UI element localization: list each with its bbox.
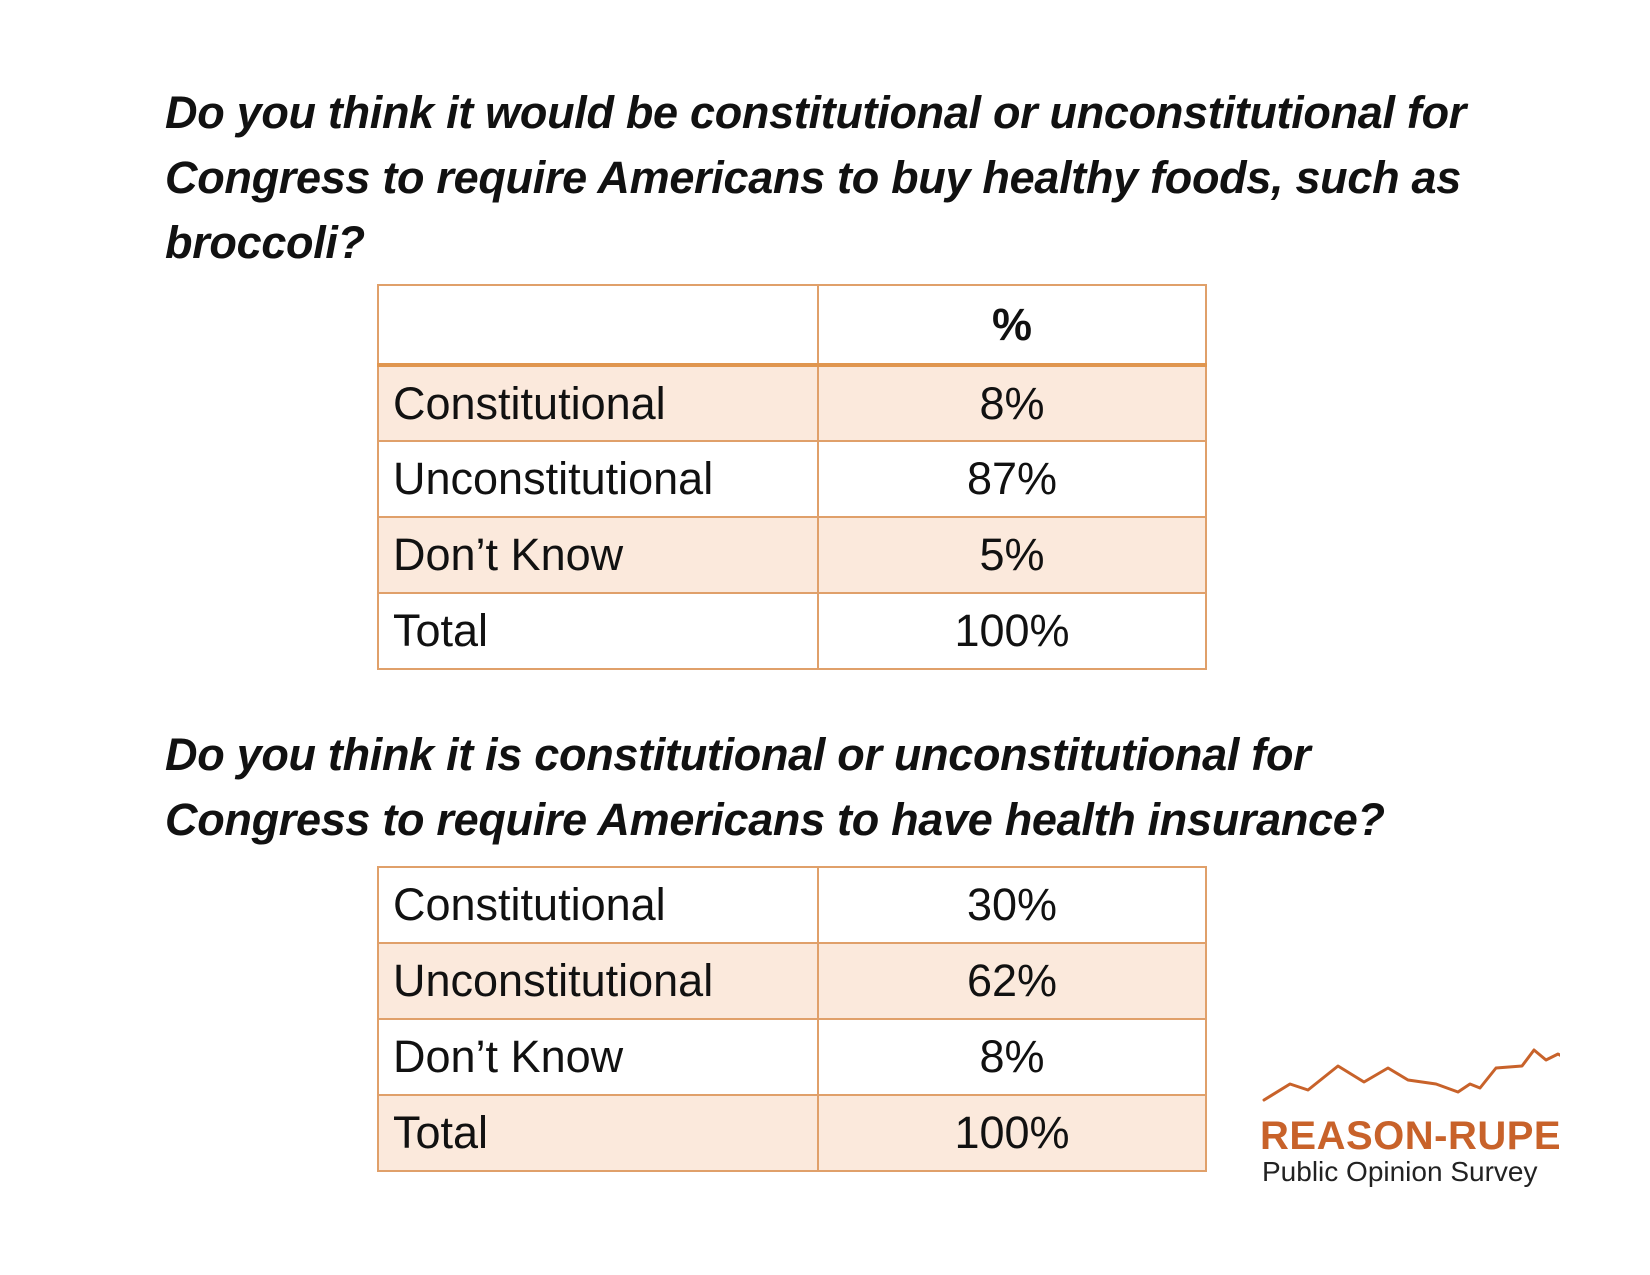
table-row: Don’t Know 8% (377, 1018, 1207, 1096)
row-value: 87% (817, 440, 1207, 518)
table-row: Unconstitutional 62% (377, 942, 1207, 1020)
question-2-heading: Do you think it is constitutional or unc… (165, 729, 1385, 845)
question-1-heading: Do you think it would be constitutional … (165, 87, 1466, 268)
survey-table-1: % Constitutional 8% Unconstitutional 87%… (377, 284, 1207, 670)
reason-rupe-logo: REASON-RUPE Public Opinion Survey (1260, 1044, 1562, 1194)
row-label: Don’t Know (377, 1018, 819, 1096)
row-value: 62% (817, 942, 1207, 1020)
logo-subtitle: Public Opinion Survey (1262, 1156, 1538, 1187)
logo-title: REASON-RUPE (1260, 1114, 1562, 1158)
table-header-row: % (377, 284, 1207, 367)
row-label: Constitutional (377, 364, 819, 442)
table-header-label (377, 284, 819, 367)
row-label: Total (377, 592, 819, 670)
table-row: Unconstitutional 87% (377, 440, 1207, 518)
table-row: Total 100% (377, 592, 1207, 670)
row-value: 30% (817, 866, 1207, 944)
row-label: Don’t Know (377, 516, 819, 594)
row-label: Unconstitutional (377, 440, 819, 518)
row-value: 100% (817, 592, 1207, 670)
table-row: Don’t Know 5% (377, 516, 1207, 594)
table-header-percent: % (817, 284, 1207, 367)
row-value: 8% (817, 1018, 1207, 1096)
row-value: 5% (817, 516, 1207, 594)
table-row: Constitutional 30% (377, 866, 1207, 944)
table-row: Total 100% (377, 1094, 1207, 1172)
mountain-line-icon (1262, 1048, 1560, 1102)
survey-table-2: Constitutional 30% Unconstitutional 62% … (377, 866, 1207, 1172)
row-label: Constitutional (377, 866, 819, 944)
row-label: Unconstitutional (377, 942, 819, 1020)
row-label: Total (377, 1094, 819, 1172)
row-value: 100% (817, 1094, 1207, 1172)
row-value: 8% (817, 364, 1207, 442)
table-row: Constitutional 8% (377, 364, 1207, 442)
